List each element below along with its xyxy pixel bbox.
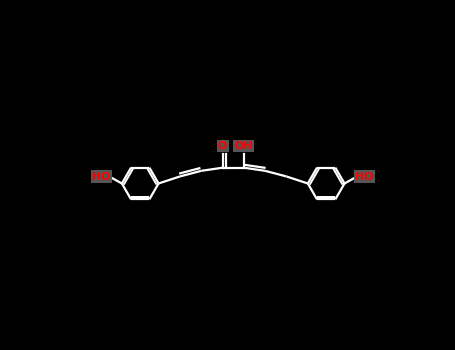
Text: OH: OH bbox=[234, 141, 253, 151]
Text: O: O bbox=[218, 141, 227, 151]
Text: HO: HO bbox=[92, 172, 111, 182]
Text: HO: HO bbox=[355, 172, 374, 182]
